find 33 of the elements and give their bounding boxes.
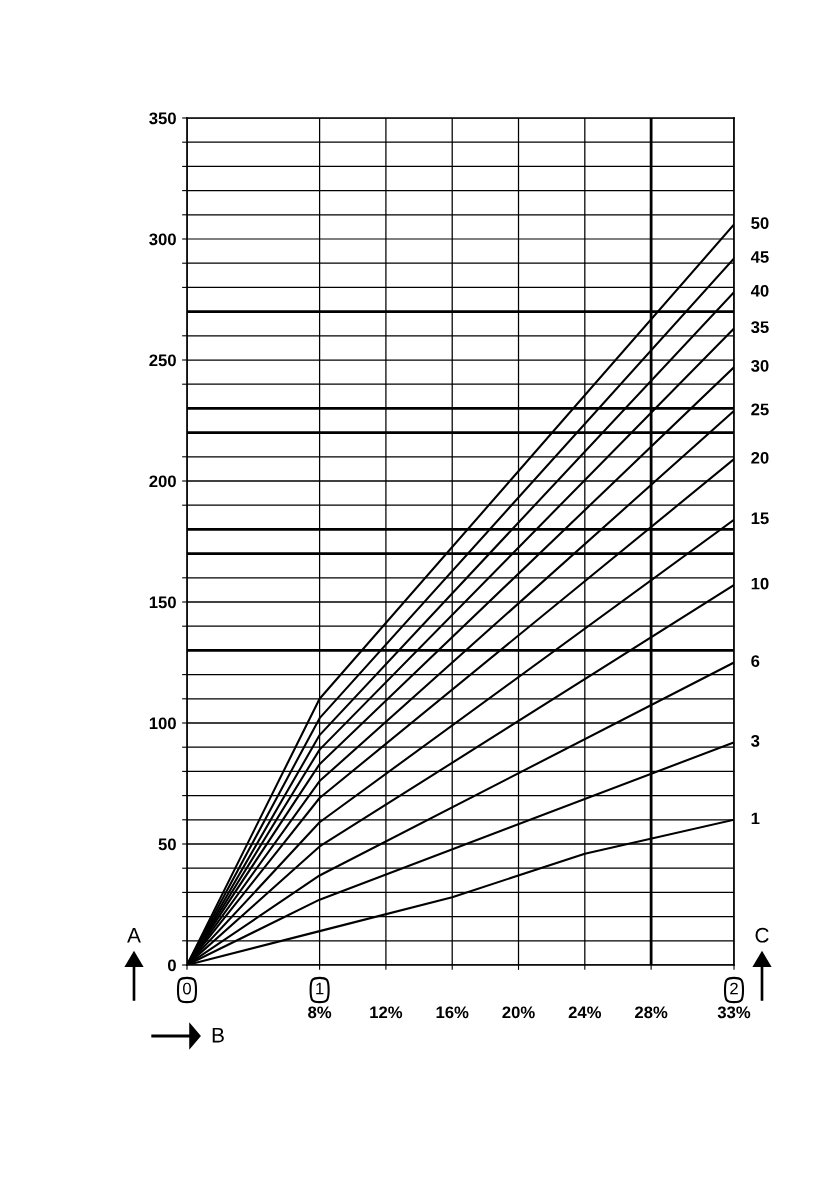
y-tick-label: 200 <box>149 475 176 488</box>
y-tick-label: 0 <box>167 959 176 972</box>
series-label: 1 <box>751 812 760 825</box>
x-tick-label: 28% <box>635 1006 668 1019</box>
series-label: 40 <box>750 284 769 297</box>
series-label: 45 <box>750 251 769 263</box>
y-tick-label: 100 <box>149 717 176 730</box>
y-tick-label: 350 <box>149 112 176 125</box>
series-label: 6 <box>751 655 760 667</box>
series-label: 35 <box>751 321 769 334</box>
y-tick-label: 300 <box>149 233 176 246</box>
x-axis-title: B <box>212 1028 224 1043</box>
text: 0 <box>183 982 191 995</box>
x-tick-label: 24% <box>568 1006 602 1019</box>
y-tick-label: 250 <box>149 354 176 367</box>
text: 1 <box>316 982 324 995</box>
series-label: 25 <box>751 403 769 416</box>
y-axis-title: A <box>127 928 141 943</box>
series-label: 50 <box>751 217 769 229</box>
series-label: 20 <box>751 451 769 464</box>
text: 2 <box>730 982 738 995</box>
series-label: 15 <box>751 512 769 525</box>
x-tick-label: 12% <box>370 1006 403 1019</box>
y-tick-label: 50 <box>158 838 176 851</box>
y-tick-label: 150 <box>149 596 176 609</box>
x-tick-label: 16% <box>436 1006 469 1019</box>
x-tick-label: 33% <box>717 1006 751 1019</box>
x-tick-label: 20% <box>502 1006 535 1019</box>
series-label: 30 <box>751 359 769 372</box>
x-tick-label: 8% <box>308 1006 332 1019</box>
series-label: 3 <box>751 735 760 747</box>
y2-axis-title: C <box>755 927 769 943</box>
series-label: 10 <box>751 577 769 590</box>
